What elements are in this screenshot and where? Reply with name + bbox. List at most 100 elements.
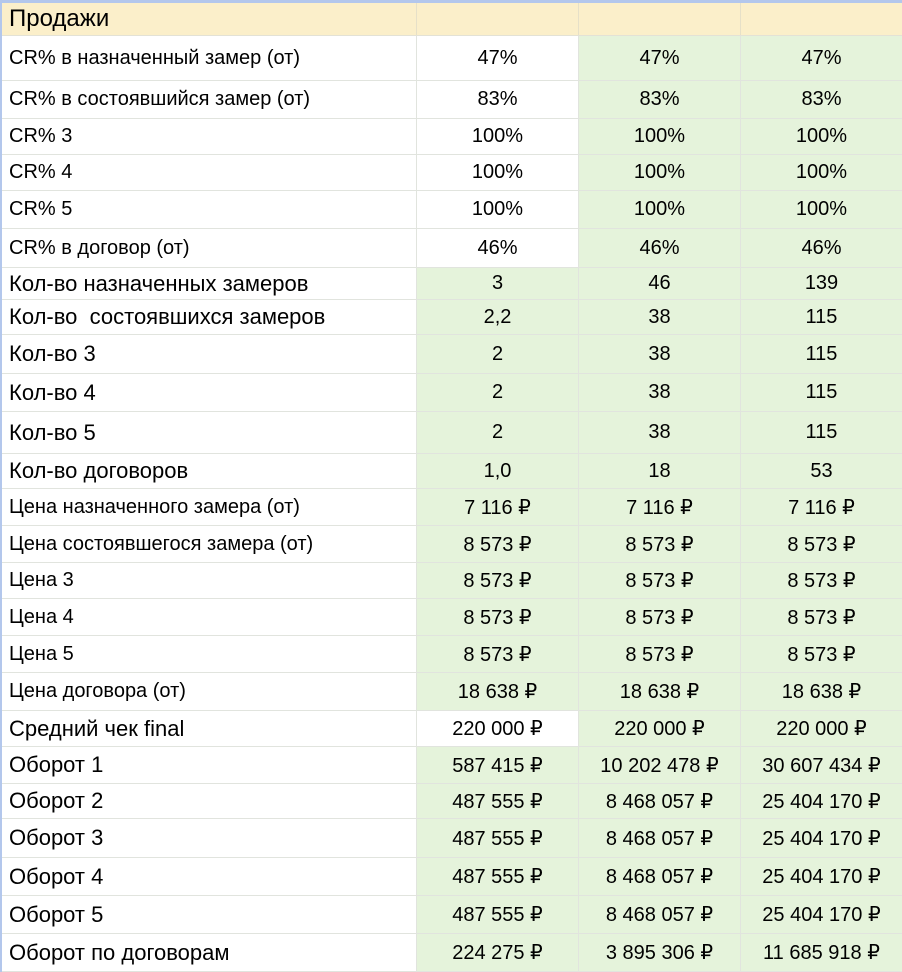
cell-value[interactable]: 18 638 ₽ [579,673,741,710]
row-label[interactable]: CR% в договор (от) [2,229,417,267]
cell-value[interactable]: 8 573 ₽ [417,636,579,672]
cell-value[interactable]: 2 [417,374,579,411]
cell-value[interactable]: 7 116 ₽ [417,489,579,525]
row-label[interactable]: CR% 5 [2,191,417,228]
cell-value[interactable]: 8 573 ₽ [417,563,579,598]
row-label[interactable]: CR% 4 [2,155,417,190]
cell-value[interactable]: 487 555 ₽ [417,819,579,857]
cell-value[interactable]: 8 573 ₽ [579,563,741,598]
cell-value[interactable]: 100% [417,155,579,190]
cell-value[interactable]: 8 573 ₽ [741,599,902,635]
cell-value[interactable]: 139 [741,268,902,299]
cell-value[interactable]: 100% [579,155,741,190]
cell-value[interactable]: 8 468 057 ₽ [579,819,741,857]
cell-value[interactable]: 25 404 170 ₽ [741,819,902,857]
cell-value[interactable]: 8 573 ₽ [579,526,741,562]
cell-value[interactable]: 8 573 ₽ [579,636,741,672]
cell-value[interactable]: 100% [579,119,741,154]
row-label[interactable]: Цена 4 [2,599,417,635]
row-label[interactable]: Кол-во состоявшихся замеров [2,300,417,334]
cell-value[interactable]: 30 607 434 ₽ [741,747,902,783]
cell-value[interactable]: 487 555 ₽ [417,784,579,818]
table-title-cell[interactable]: Продажи [2,3,417,35]
cell-value[interactable]: 25 404 170 ₽ [741,896,902,933]
row-label[interactable]: Цена состоявшегося замера (от) [2,526,417,562]
cell-value[interactable]: 47% [417,36,579,80]
cell-value[interactable]: 100% [741,119,902,154]
cell-value[interactable]: 220 000 ₽ [579,711,741,746]
cell-value[interactable]: 115 [741,374,902,411]
cell-value[interactable]: 2 [417,335,579,373]
row-label[interactable]: Кол-во договоров [2,454,417,488]
cell-value[interactable]: 47% [741,36,902,80]
row-label[interactable]: Кол-во назначенных замеров [2,268,417,299]
cell-value[interactable]: 46% [579,229,741,267]
cell-value[interactable]: 100% [741,191,902,228]
cell-value[interactable]: 2,2 [417,300,579,334]
cell-value[interactable]: 8 468 057 ₽ [579,784,741,818]
cell-value[interactable]: 25 404 170 ₽ [741,858,902,895]
cell-value[interactable]: 220 000 ₽ [417,711,579,746]
cell-value[interactable]: 115 [741,412,902,453]
cell-value[interactable]: 8 573 ₽ [579,599,741,635]
cell-value[interactable]: 53 [741,454,902,488]
cell-value[interactable]: 8 573 ₽ [417,599,579,635]
row-label[interactable]: Оборот по договорам [2,934,417,971]
cell-value[interactable]: 487 555 ₽ [417,896,579,933]
row-label[interactable]: Цена договора (от) [2,673,417,710]
row-label[interactable]: Цена 5 [2,636,417,672]
cell-value[interactable]: 46% [741,229,902,267]
cell-value[interactable]: 25 404 170 ₽ [741,784,902,818]
cell-value[interactable]: 8 468 057 ₽ [579,896,741,933]
header-value-cell-3[interactable] [741,3,902,35]
cell-value[interactable]: 3 895 306 ₽ [579,934,741,971]
cell-value[interactable]: 3 [417,268,579,299]
row-label[interactable]: Оборот 5 [2,896,417,933]
header-value-cell-2[interactable] [579,3,741,35]
row-label[interactable]: CR% в состоявшийся замер (от) [2,81,417,118]
row-label[interactable]: Оборот 3 [2,819,417,857]
cell-value[interactable]: 83% [417,81,579,118]
cell-value[interactable]: 1,0 [417,454,579,488]
cell-value[interactable]: 487 555 ₽ [417,858,579,895]
row-label[interactable]: Кол-во 3 [2,335,417,373]
cell-value[interactable]: 2 [417,412,579,453]
cell-value[interactable]: 7 116 ₽ [741,489,902,525]
cell-value[interactable]: 100% [417,119,579,154]
cell-value[interactable]: 220 000 ₽ [741,711,902,746]
row-label[interactable]: Кол-во 4 [2,374,417,411]
cell-value[interactable]: 100% [579,191,741,228]
cell-value[interactable]: 47% [579,36,741,80]
cell-value[interactable]: 83% [741,81,902,118]
cell-value[interactable]: 8 573 ₽ [741,636,902,672]
cell-value[interactable]: 8 573 ₽ [417,526,579,562]
cell-value[interactable]: 38 [579,335,741,373]
row-label[interactable]: Кол-во 5 [2,412,417,453]
row-label[interactable]: CR% в назначенный замер (от) [2,36,417,80]
row-label[interactable]: Оборот 2 [2,784,417,818]
cell-value[interactable]: 18 638 ₽ [417,673,579,710]
cell-value[interactable]: 8 573 ₽ [741,563,902,598]
cell-value[interactable]: 46% [417,229,579,267]
row-label[interactable]: Оборот 4 [2,858,417,895]
cell-value[interactable]: 8 468 057 ₽ [579,858,741,895]
cell-value[interactable]: 38 [579,412,741,453]
cell-value[interactable]: 8 573 ₽ [741,526,902,562]
cell-value[interactable]: 46 [579,268,741,299]
cell-value[interactable]: 10 202 478 ₽ [579,747,741,783]
row-label[interactable]: Цена 3 [2,563,417,598]
cell-value[interactable]: 100% [417,191,579,228]
cell-value[interactable]: 11 685 918 ₽ [741,934,902,971]
cell-value[interactable]: 587 415 ₽ [417,747,579,783]
row-label[interactable]: Средний чек final [2,711,417,746]
cell-value[interactable]: 115 [741,300,902,334]
cell-value[interactable]: 7 116 ₽ [579,489,741,525]
row-label[interactable]: Оборот 1 [2,747,417,783]
cell-value[interactable]: 224 275 ₽ [417,934,579,971]
cell-value[interactable]: 18 [579,454,741,488]
cell-value[interactable]: 83% [579,81,741,118]
row-label[interactable]: CR% 3 [2,119,417,154]
cell-value[interactable]: 100% [741,155,902,190]
row-label[interactable]: Цена назначенного замера (от) [2,489,417,525]
cell-value[interactable]: 38 [579,300,741,334]
